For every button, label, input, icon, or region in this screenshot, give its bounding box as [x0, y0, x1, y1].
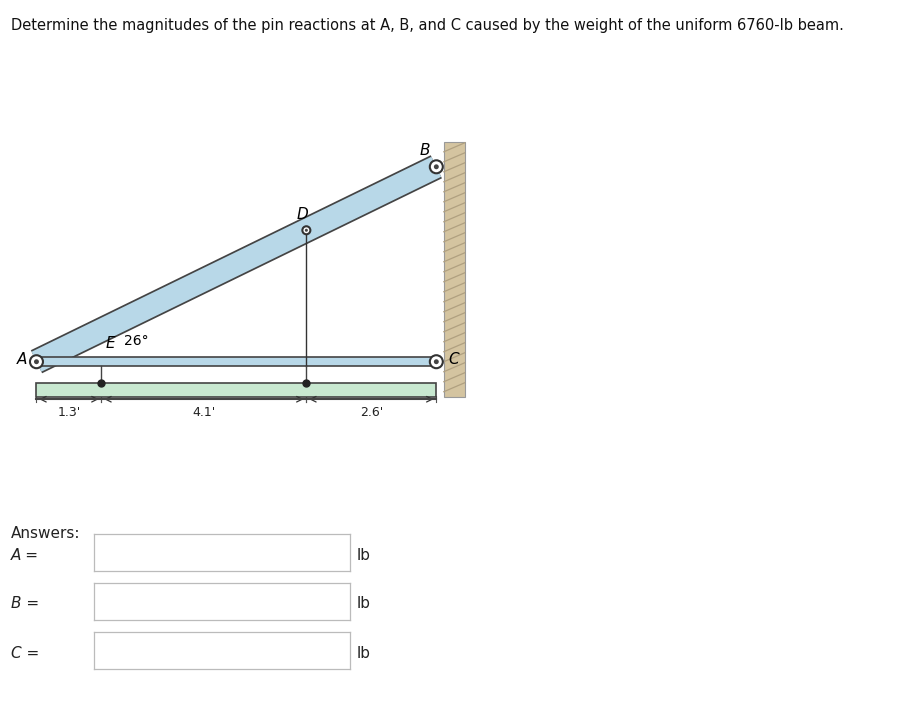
- Text: 2.6': 2.6': [360, 406, 383, 419]
- Text: A: A: [17, 352, 28, 368]
- Circle shape: [34, 360, 39, 364]
- Text: Answers:: Answers:: [11, 526, 80, 541]
- Circle shape: [434, 360, 439, 364]
- Circle shape: [434, 165, 439, 169]
- Circle shape: [430, 160, 443, 173]
- Text: C =: C =: [11, 646, 39, 660]
- Text: A =: A =: [11, 548, 39, 563]
- Text: B: B: [420, 143, 431, 158]
- Bar: [37, 357, 436, 366]
- Text: D: D: [297, 207, 309, 223]
- Text: lb: lb: [357, 646, 371, 660]
- Text: Determine the magnitudes of the pin reactions at A, B, and C caused by the weigh: Determine the magnitudes of the pin reac…: [11, 18, 844, 33]
- Circle shape: [30, 355, 43, 368]
- Circle shape: [305, 229, 308, 232]
- Bar: [37, 383, 436, 397]
- Text: E: E: [106, 336, 115, 351]
- Text: 26°: 26°: [124, 334, 149, 348]
- Text: i: i: [74, 545, 80, 560]
- Text: B =: B =: [11, 597, 39, 611]
- Text: 4.1': 4.1': [192, 406, 215, 419]
- Text: C: C: [448, 352, 459, 368]
- Text: 1.3': 1.3': [57, 406, 81, 419]
- Circle shape: [430, 355, 443, 368]
- Text: i: i: [74, 594, 80, 609]
- Text: lb: lb: [357, 597, 371, 611]
- Text: i: i: [74, 643, 80, 658]
- Text: lb: lb: [357, 548, 371, 563]
- Bar: [444, 142, 465, 397]
- Circle shape: [302, 226, 310, 234]
